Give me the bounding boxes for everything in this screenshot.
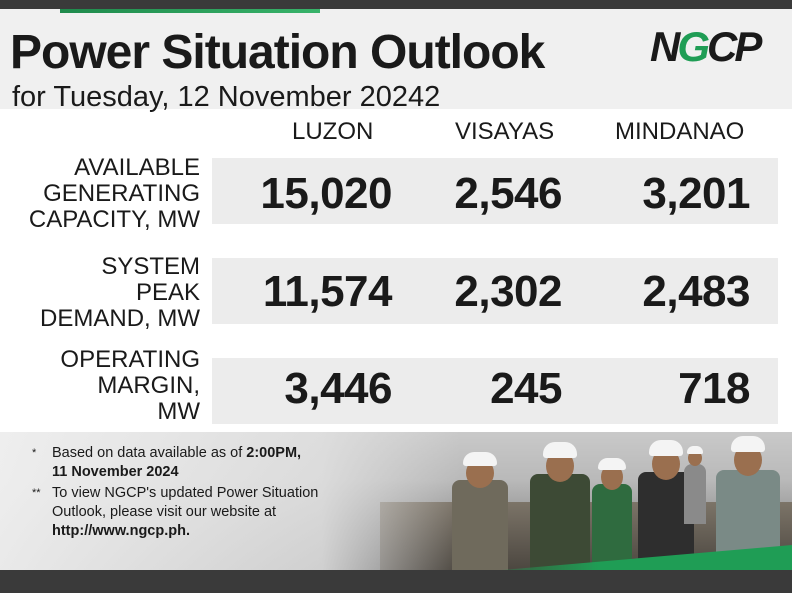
website-link: http://www.ngcp.ph. bbox=[52, 523, 190, 539]
ngcp-logo: NGCP bbox=[650, 23, 762, 70]
footnote-website: ** To view NGCP's updated Power Situatio… bbox=[32, 485, 319, 539]
column-header-mindanao: MINDANAO bbox=[615, 118, 745, 145]
value-luzon-demand: 11,574 bbox=[262, 267, 393, 316]
column-header-luzon: LUZON bbox=[292, 118, 374, 145]
row-label-capacity: AVAILABLE GENERATING CAPACITY, MW bbox=[28, 154, 200, 233]
page-title: Power Situation Outlook bbox=[10, 26, 545, 79]
footnotes: * Based on data available as of 2:00PM, … bbox=[32, 444, 362, 543]
value-luzon-capacity: 15,020 bbox=[260, 169, 392, 218]
bottom-bar bbox=[0, 570, 792, 593]
value-mindanao-demand: 2,483 bbox=[642, 267, 750, 316]
row-label-margin: OPERATING MARGIN, MW bbox=[60, 346, 200, 425]
page-subtitle: for Tuesday, 12 November 20242 bbox=[12, 81, 441, 113]
value-mindanao-capacity: 3,201 bbox=[642, 169, 750, 218]
photo-mist-overlay bbox=[0, 432, 460, 570]
value-visayas-capacity: 2,546 bbox=[454, 169, 562, 218]
value-luzon-margin: 3,446 bbox=[284, 364, 392, 413]
value-mindanao-margin: 718 bbox=[678, 364, 750, 413]
footnote-data-time: * Based on data available as of 2:00PM, … bbox=[32, 445, 302, 480]
top-bar bbox=[0, 0, 792, 9]
row-label-demand: SYSTEM PEAK DEMAND, MW bbox=[40, 253, 200, 332]
value-visayas-margin: 245 bbox=[490, 364, 562, 413]
row-band-margin bbox=[212, 358, 778, 424]
field-workers-photo bbox=[0, 432, 792, 570]
header: Power Situation Outlook for Tuesday, 12 … bbox=[0, 9, 792, 113]
row-band-demand bbox=[212, 258, 778, 324]
column-header-visayas: VISAYAS bbox=[455, 118, 555, 145]
row-band-capacity bbox=[212, 158, 778, 224]
value-visayas-demand: 2,302 bbox=[454, 267, 562, 316]
top-accent-stripe bbox=[60, 9, 320, 13]
